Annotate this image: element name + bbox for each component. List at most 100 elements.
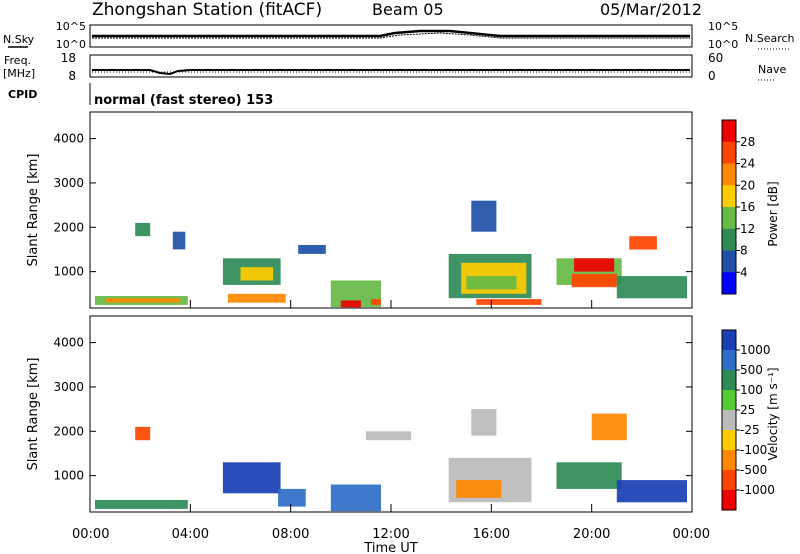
nsky-panel (89, 24, 693, 48)
power-region (574, 258, 615, 272)
colorbar-swatch (722, 120, 736, 143)
colorbar-tick-label: 12 (740, 222, 755, 236)
power-marks (95, 200, 687, 308)
colorbar-tick-label: 500 (740, 363, 763, 377)
velocity-colorbar-label: Velocity [m s⁻¹] (766, 367, 780, 460)
colorbar-swatch (722, 390, 736, 411)
nsky-trace (92, 29, 690, 38)
nsearch-tick-low: 10^0 (708, 38, 738, 51)
velocity-region (556, 462, 622, 489)
colorbar-swatch (722, 185, 736, 208)
power-panel: 4000 3000 2000 1000 Slant Range [km] (26, 111, 693, 309)
colorbar-tick-label: 100 (740, 383, 763, 397)
freq-panel (89, 54, 693, 78)
power-region (471, 200, 497, 232)
freq-label: Freq. (4, 54, 31, 67)
colorbar-tick-label: 20 (740, 178, 755, 192)
x-tick-label: 00:00 (673, 527, 710, 542)
colorbar-tick-label: 8 (740, 244, 748, 258)
velocity-region (365, 431, 412, 441)
velocity-region (471, 409, 497, 436)
nave-label: Nave (758, 63, 786, 76)
colorbar-tick-label: -500 (740, 463, 767, 477)
colorbar-frame (721, 329, 737, 511)
power-colorbar: 28 24 20 16 12 8 4 (721, 119, 755, 295)
colorbar-tick-label: -1000 (740, 483, 775, 497)
power-region (616, 276, 687, 299)
nsearch-tick-high: 10^5 (708, 20, 738, 33)
x-axis-label: Time UT (363, 541, 417, 554)
colorbar-swatch (722, 207, 736, 230)
nsearch-trace (92, 32, 690, 39)
x-tick-label: 08:00 (272, 527, 309, 542)
colorbar-tick-label: 1000 (740, 343, 771, 357)
colorbar-swatch (722, 450, 736, 471)
power-region (571, 273, 617, 288)
power-yticks: 4000 3000 2000 1000 (53, 132, 692, 279)
power-region (105, 298, 181, 303)
power-colorbar-label: Power [dB] (766, 181, 780, 246)
colorbar-swatch (722, 250, 736, 273)
y-tick-label: 3000 (53, 176, 84, 190)
power-region (476, 299, 542, 305)
nsky-tick-high: 10^5 (56, 20, 86, 33)
cpid-text: normal (fast stereo) 153 (94, 93, 273, 108)
y-tick-label: 2000 (53, 424, 84, 438)
power-region (340, 300, 361, 308)
nave-tick-high: 60 (708, 51, 723, 65)
velocity-marks (95, 409, 687, 512)
velocity-ylabel: Slant Range [km] (26, 358, 41, 471)
colorbar-swatch (722, 490, 736, 511)
y-tick-label: 3000 (53, 380, 84, 394)
velocity-region (135, 426, 151, 441)
x-tick-label: 00:00 (72, 527, 109, 542)
y-tick-label: 4000 (53, 336, 84, 350)
x-tick-label: 12:00 (372, 527, 409, 542)
freq-tick-high: 18 (61, 51, 76, 65)
x-axis-ticks: 00:00 04:00 08:00 12:00 16:00 20:00 00:00 (72, 300, 710, 542)
velocity-region (616, 480, 687, 503)
colorbar-swatch (722, 163, 736, 186)
velocity-panel: 4000 3000 2000 1000 Slant Range [km] (26, 315, 693, 513)
colorbar-swatch (722, 330, 736, 351)
nsearch-label: N.Search (745, 32, 795, 45)
power-region (298, 245, 326, 254)
velocity-region (330, 484, 381, 512)
power-region (240, 267, 274, 281)
power-region (228, 293, 286, 303)
power-region (466, 276, 517, 290)
colorbar-tick-label: -25 (740, 423, 760, 437)
velocity-region (591, 413, 627, 441)
colorbar-swatch (722, 228, 736, 251)
x-tick-label: 04:00 (172, 527, 209, 542)
colorbar-swatch (722, 272, 736, 295)
beam-label: Beam 05 (372, 0, 444, 19)
y-tick-label: 2000 (53, 220, 84, 234)
y-tick-label: 1000 (53, 469, 84, 483)
power-ylabel: Slant Range [km] (26, 154, 41, 267)
colorbar-swatch (722, 410, 736, 431)
velocity-region (95, 500, 188, 509)
station-title: Zhongshan Station (fitACF) (92, 0, 322, 20)
power-region (370, 299, 381, 305)
colorbar-tick-label: 4 (740, 265, 748, 279)
colorbar-tick-label: -100 (740, 443, 767, 457)
nsky-tick-low: 10^0 (56, 38, 86, 51)
colorbar-swatch (722, 350, 736, 371)
colorbar-tick-label: 28 (740, 135, 755, 149)
freq-unit: [MHz] (3, 67, 35, 80)
nsky-label: N.Sky (3, 33, 35, 46)
velocity-region (278, 488, 306, 507)
freq-trace (92, 69, 690, 76)
power-region (135, 222, 151, 237)
colorbar-swatch (722, 141, 736, 164)
colorbar-tick-label: 16 (740, 200, 755, 214)
colorbar-swatch (722, 370, 736, 391)
freq-tick-low: 8 (68, 69, 76, 83)
cpid-label: CPID (8, 88, 37, 101)
velocity-colorbar: 1000 500 100 25 -25 -100 -500 -1000 (721, 329, 775, 511)
power-region (629, 236, 657, 250)
date-label: 05/Mar/2012 (600, 0, 702, 19)
